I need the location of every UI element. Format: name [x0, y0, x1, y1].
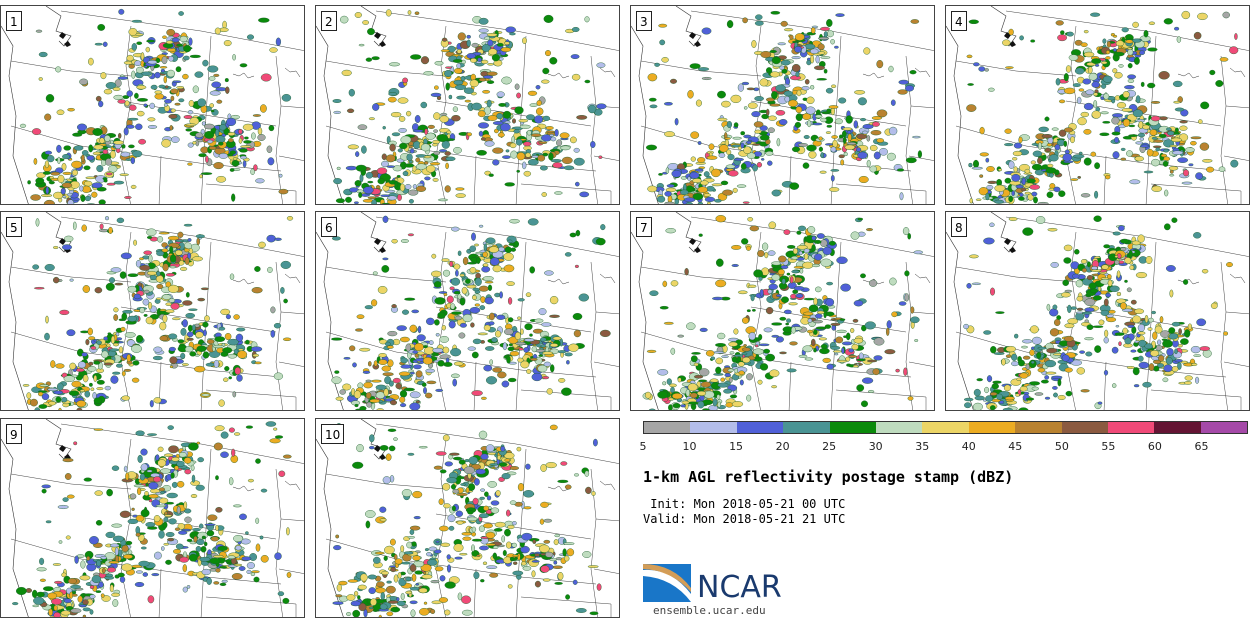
map-canvas: [1, 212, 304, 410]
valid-time: Valid: Mon 2018-05-21 21 UTC: [643, 512, 846, 526]
panel-number: 5: [6, 217, 22, 237]
map-canvas: [946, 212, 1249, 410]
colorbar-segment: [922, 422, 969, 433]
colorbar-segment: [1107, 422, 1155, 433]
colorbar-segment: [1200, 422, 1248, 433]
logo-wordmark: NCAR: [697, 570, 782, 605]
map-canvas: [316, 419, 619, 617]
map-canvas: [1, 6, 304, 204]
colorbar-tick-label: 60: [1147, 440, 1162, 453]
colorbar-tick-label: 35: [915, 440, 930, 453]
colorbar-segment: [1154, 422, 1201, 433]
colorbar-segment: [644, 422, 691, 433]
site-url: ensemble.ucar.edu: [653, 604, 766, 617]
reflectivity-colorbar: [643, 421, 1248, 434]
colorbar-segment: [829, 422, 876, 433]
map-panel: 10: [315, 418, 620, 618]
map-canvas: [316, 6, 619, 204]
panel-number: 3: [636, 11, 652, 31]
colorbar-tick-label: 50: [1054, 440, 1069, 453]
colorbar-tick-label: 55: [1101, 440, 1116, 453]
map-panel: 6: [315, 211, 620, 411]
colorbar-segment: [736, 422, 784, 433]
colorbar-tick-label: 15: [729, 440, 744, 453]
map-canvas: [1, 419, 304, 617]
colorbar-segment: [783, 422, 830, 433]
panel-number: 4: [951, 11, 967, 31]
ncar-logo-icon: [643, 564, 691, 602]
panel-number: 6: [321, 217, 337, 237]
colorbar-tick-label: 25: [822, 440, 837, 453]
colorbar-tick-label: 20: [775, 440, 790, 453]
colorbar-segment: [1015, 422, 1062, 433]
map-panel: 1: [0, 5, 305, 205]
panel-number: 10: [321, 424, 345, 444]
map-canvas: [631, 6, 934, 204]
panel-number: 7: [636, 217, 652, 237]
colorbar-tick-label: 5: [639, 440, 647, 453]
map-panel: 5: [0, 211, 305, 411]
colorbar-segment: [690, 422, 737, 433]
map-panel: 4: [945, 5, 1250, 205]
map-panel: 7: [630, 211, 935, 411]
figure-title: 1-km AGL reflectivity postage stamp (dBZ…: [643, 468, 1014, 486]
colorbar-tick-label: 40: [961, 440, 976, 453]
panel-number: 2: [321, 11, 337, 31]
colorbar-tick-label: 30: [868, 440, 883, 453]
colorbar-tick-label: 65: [1194, 440, 1209, 453]
map-panel: 8: [945, 211, 1250, 411]
colorbar-ticks: 5 10 15 20 25 30 35 40 45 50 55 60 65: [639, 440, 1248, 454]
map-panel: 3: [630, 5, 935, 205]
colorbar-segment: [968, 422, 1016, 433]
panel-number: 1: [6, 11, 22, 31]
map-canvas: [631, 212, 934, 410]
panel-number: 9: [6, 424, 22, 444]
map-panel: 9: [0, 418, 305, 618]
colorbar-segment: [1061, 422, 1108, 433]
map-canvas: [946, 6, 1249, 204]
colorbar-segment: [875, 422, 923, 433]
init-time: Init: Mon 2018-05-21 00 UTC: [643, 497, 846, 511]
panel-number: 8: [951, 217, 967, 237]
colorbar-tick-label: 45: [1008, 440, 1023, 453]
colorbar-tick-label: 10: [682, 440, 697, 453]
map-canvas: [316, 212, 619, 410]
map-panel: 2: [315, 5, 620, 205]
